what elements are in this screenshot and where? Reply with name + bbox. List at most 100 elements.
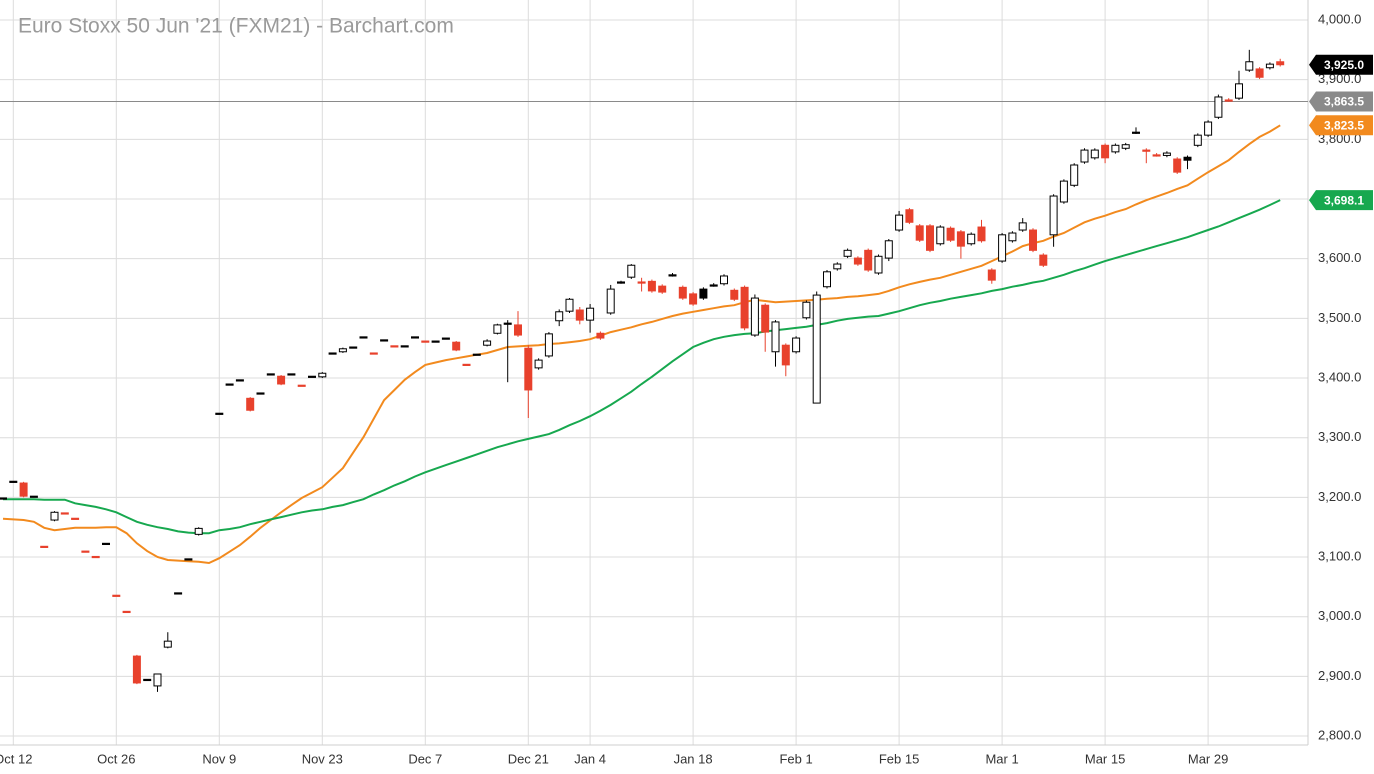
candle-body	[606, 288, 615, 314]
candle-body	[617, 281, 625, 284]
candle-body	[967, 233, 976, 245]
candle-body	[81, 550, 90, 553]
candle-body	[153, 673, 162, 687]
candle-body	[380, 339, 389, 342]
candle-body	[1235, 83, 1243, 99]
candle-body	[297, 384, 306, 387]
candle-body	[874, 255, 883, 274]
candle-body	[400, 345, 409, 348]
candle-body	[1183, 156, 1192, 161]
candle-body	[596, 332, 605, 339]
candle-body	[1049, 195, 1058, 236]
candle-body	[411, 336, 419, 339]
candle-body	[1265, 63, 1274, 69]
candle-body	[431, 340, 440, 343]
candle-body	[956, 231, 965, 247]
candle-body	[647, 280, 656, 292]
x-tick-label: Jan 18	[674, 751, 713, 766]
price-label-box	[1309, 190, 1373, 211]
candle-body	[318, 372, 327, 378]
candle-body	[328, 352, 337, 355]
candle-body	[9, 480, 18, 483]
candle-body	[1008, 232, 1017, 242]
candle-body	[174, 592, 183, 595]
candle-body	[895, 214, 904, 231]
candle-body	[132, 655, 141, 684]
candle-body	[658, 285, 667, 293]
candle-body	[60, 512, 69, 515]
chart-title: Euro Stoxx 50 Jun '21 (FXM21) - Barchart…	[18, 15, 454, 38]
candle-body	[524, 347, 533, 391]
x-tick-label: Oct 12	[0, 751, 32, 766]
candle-body	[71, 517, 80, 520]
candle-body	[390, 345, 399, 348]
candle-body	[184, 558, 193, 561]
candle-body	[1214, 96, 1223, 118]
candle-body	[1059, 180, 1068, 203]
y-tick-label: 3,200.0	[1318, 489, 1361, 504]
candle-body	[864, 249, 873, 271]
candle-body	[565, 298, 574, 312]
candle-body	[740, 286, 749, 329]
candle-body	[926, 225, 934, 251]
x-tick-label: Dec 21	[508, 751, 549, 766]
candle-body	[823, 271, 831, 288]
candle-body	[308, 375, 316, 378]
candle-body	[627, 264, 636, 278]
candle-body	[1111, 144, 1120, 153]
y-tick-label: 3,400.0	[1318, 369, 1361, 384]
candle-body	[277, 375, 286, 385]
candle-body	[359, 336, 368, 339]
x-tick-label: Feb 15	[879, 751, 919, 766]
price-label: 3,925.0	[1324, 58, 1364, 72]
price-label: 3,863.5	[1324, 95, 1364, 109]
candle-body	[1039, 254, 1048, 266]
candle-body	[1080, 149, 1089, 163]
candle-body	[1142, 149, 1151, 152]
candle-body	[1173, 158, 1182, 173]
y-tick-label: 3,300.0	[1318, 429, 1361, 444]
candle-body	[544, 333, 553, 357]
x-tick-label: Nov 23	[302, 751, 343, 766]
candle-body	[575, 309, 584, 321]
candle-body	[853, 257, 862, 265]
y-tick-label: 2,800.0	[1318, 727, 1361, 742]
moving-average	[2, 124, 1281, 565]
x-tick-label: Feb 1	[779, 751, 812, 766]
candle-body	[998, 234, 1007, 262]
candle-body	[143, 678, 152, 682]
candle-body	[1152, 154, 1161, 157]
price-label-box	[1309, 91, 1373, 112]
candle-body	[194, 527, 203, 535]
candle-body	[1245, 61, 1254, 71]
x-tick-label: Mar 15	[1085, 751, 1125, 766]
price-label-box	[1309, 115, 1373, 136]
candle-body	[503, 322, 512, 325]
y-tick-label: 4,000.0	[1318, 11, 1361, 26]
candle-body	[843, 249, 852, 257]
candle-body	[730, 289, 739, 300]
candle-body	[1276, 61, 1285, 66]
candle-body	[678, 286, 687, 299]
x-tick-label: Mar 1	[985, 751, 1018, 766]
candle-body	[1090, 149, 1099, 159]
candle-body	[1224, 99, 1233, 102]
candle-body	[225, 383, 234, 386]
candle-body	[91, 555, 100, 559]
x-tick-label: Oct 26	[97, 751, 135, 766]
candle-body	[50, 511, 59, 521]
candle-body	[1204, 121, 1213, 136]
candle-body	[1070, 164, 1079, 186]
candle-body	[338, 348, 347, 353]
candle-body	[987, 269, 996, 281]
candle-body	[936, 226, 945, 245]
candle-body	[349, 346, 358, 349]
candle-body	[29, 495, 38, 498]
price-label: 3,823.5	[1324, 118, 1364, 132]
candle-body	[1018, 222, 1027, 231]
candle-body	[812, 294, 821, 404]
candle-body	[534, 359, 543, 369]
candle-body	[256, 392, 265, 395]
